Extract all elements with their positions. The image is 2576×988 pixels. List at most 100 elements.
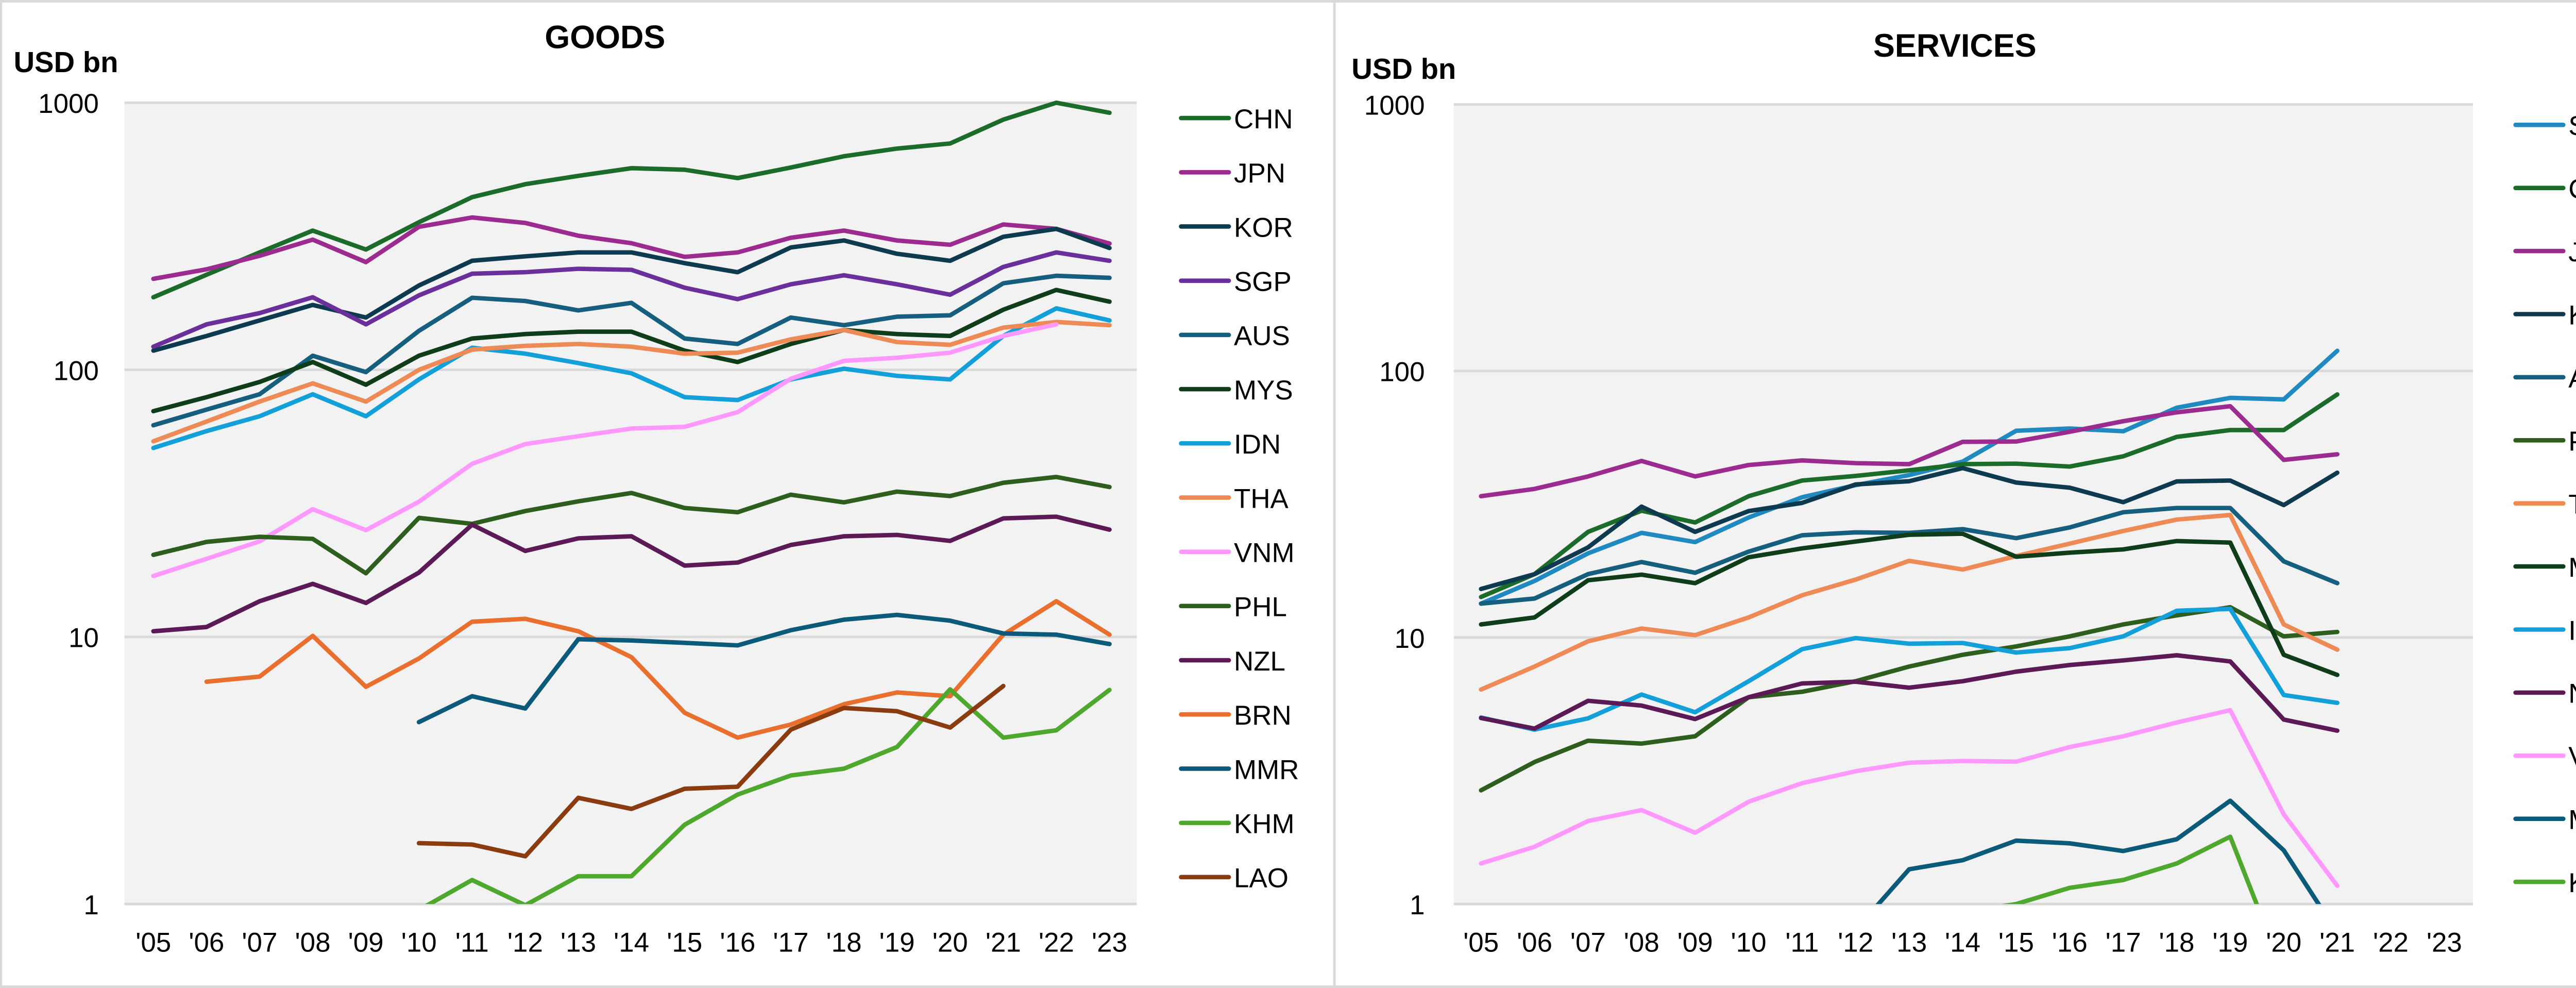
- legend-label: SGP: [1234, 267, 1292, 297]
- legend-item-chn: CHN: [1179, 104, 1293, 135]
- series-line-mys: [151, 288, 1112, 414]
- legend-item-tha: THA: [1179, 483, 1289, 514]
- legend-item-brn: BRN: [1179, 700, 1292, 731]
- x-tick-label: '23: [1092, 928, 1127, 958]
- x-tick-label: '16: [2052, 928, 2088, 958]
- legend-label: SGP: [2568, 111, 2576, 141]
- legend-item-kor: KOR: [1179, 212, 1293, 243]
- legend-item-tha: THA: [2513, 490, 2576, 520]
- x-tick-label: '11: [455, 928, 489, 958]
- legend-label: AUS: [1234, 321, 1290, 351]
- x-tick-label: '07: [242, 928, 277, 958]
- legend-label: NZL: [1234, 646, 1285, 677]
- y-tick-label: 1: [1410, 890, 1425, 920]
- x-tick-label: '15: [1998, 928, 2034, 958]
- series-line-nzl: [151, 514, 1112, 634]
- y-tick-label: 100: [1379, 357, 1425, 388]
- series-line-khm: [425, 687, 1112, 905]
- x-tick-label: '21: [986, 928, 1021, 958]
- legend-label: JPN: [2568, 237, 2576, 267]
- y-tick-label: 10: [1395, 624, 1425, 654]
- x-tick-label: '20: [933, 928, 968, 958]
- x-tick-label: '16: [720, 928, 755, 958]
- series-line-nzl: [1479, 653, 2340, 733]
- x-tick-label: '15: [667, 928, 702, 958]
- x-tick-label: '10: [401, 928, 437, 958]
- series-line-tha: [1479, 512, 2340, 692]
- x-tick-label: '13: [561, 928, 596, 958]
- legend-label: KHM: [2568, 868, 2576, 898]
- series-line-brn: [204, 599, 1112, 740]
- series-line-tha: [151, 320, 1112, 444]
- x-tick-label: '23: [2427, 928, 2462, 958]
- x-tick-label: '22: [1039, 928, 1074, 958]
- legend-label: IDN: [2568, 615, 2576, 646]
- legend-item-idn: IDN: [2513, 615, 2576, 646]
- x-tick-label: '17: [773, 928, 808, 958]
- legend-item-mmr: MMR: [2513, 805, 2576, 835]
- series-line-mys: [1479, 531, 2340, 677]
- legend-label: THA: [1234, 483, 1289, 514]
- series-line-chn: [151, 101, 1112, 300]
- y-tick-label: 10: [69, 623, 99, 654]
- legend-item-lao: LAO: [1179, 863, 1289, 894]
- legend-label: LAO: [1234, 863, 1289, 894]
- series-lines: [151, 101, 1112, 905]
- x-tick-label: '14: [1945, 928, 1980, 958]
- legend-item-idn: IDN: [1179, 429, 1281, 460]
- legend-label: THA: [2568, 490, 2576, 520]
- plot-area: [124, 103, 1137, 905]
- series-line-lao: [416, 683, 1006, 859]
- legend-label: JPN: [1234, 158, 1285, 189]
- series-line-vnm: [151, 322, 1059, 578]
- legend-label: KHM: [1234, 809, 1295, 839]
- legend-label: NZL: [2568, 679, 2576, 709]
- legend-label: MMR: [2568, 805, 2576, 835]
- y-axis-unit-label: USD bn: [1351, 53, 1456, 85]
- legend-item-nzl: NZL: [2513, 679, 2576, 709]
- plot-area: [1453, 104, 2473, 905]
- chart-title: SERVICES: [1873, 28, 2037, 64]
- series-line-sgp: [1479, 348, 2340, 606]
- legend-item-kor: KOR: [2513, 300, 2576, 330]
- legend-item-phl: PHL: [1179, 592, 1287, 623]
- legend-item-sgp: SGP: [1179, 267, 1292, 297]
- services-chart: 1 10 100 1000 '05 '06 '07 '08 '09 '10 '11 '12 '13 '14…: [1351, 28, 2576, 958]
- series-line-sgp: [151, 250, 1112, 349]
- legend-item-jpn: JPN: [2513, 237, 2576, 267]
- y-tick-label: 100: [54, 356, 99, 386]
- x-tick-label: '10: [1731, 928, 1767, 958]
- x-tick-label: '12: [1838, 928, 1873, 958]
- legend-item-khm: KHM: [2513, 868, 2576, 898]
- legend-label: MYS: [1234, 375, 1293, 406]
- x-tick-label: '18: [826, 928, 862, 958]
- series-line-mmr: [1875, 798, 2321, 905]
- x-tick-label: '13: [1891, 928, 1927, 958]
- series-lines: [1479, 348, 2340, 905]
- legend-item-aus: AUS: [1179, 321, 1290, 351]
- x-tick-label: '06: [1517, 928, 1552, 958]
- goods-chart: 1 10 100 1000 '05 '06 '07 '08 '09 '10 '11 '12 '13 '14…: [13, 19, 1299, 958]
- x-tick-label: '06: [189, 928, 224, 958]
- legend-label: MMR: [1234, 755, 1299, 785]
- legend-label: AUS: [2568, 363, 2576, 394]
- legend-item-sgp: SGP: [2513, 111, 2576, 141]
- series-line-khm: [2002, 834, 2259, 905]
- x-tick-label: '19: [2212, 928, 2248, 958]
- series-line-aus: [151, 273, 1112, 428]
- x-tick-label: '08: [295, 928, 331, 958]
- legend-label: BRN: [1234, 700, 1292, 731]
- x-tick-label: '08: [1624, 928, 1659, 958]
- legend-item-khm: KHM: [1179, 809, 1295, 839]
- chart-title: GOODS: [545, 19, 665, 55]
- series-line-phl: [151, 475, 1112, 576]
- x-tick-label: '05: [135, 928, 171, 958]
- legend-item-phl: PHL: [2513, 426, 2576, 457]
- x-tick-label: '18: [2159, 928, 2195, 958]
- y-tick-label: 1000: [1364, 90, 1425, 121]
- x-tick-label: '09: [1677, 928, 1713, 958]
- series-line-jpn: [151, 215, 1112, 281]
- x-tick-label: '14: [614, 928, 649, 958]
- y-axis-unit-label: USD bn: [13, 46, 118, 78]
- series-line-kor: [1479, 465, 2340, 592]
